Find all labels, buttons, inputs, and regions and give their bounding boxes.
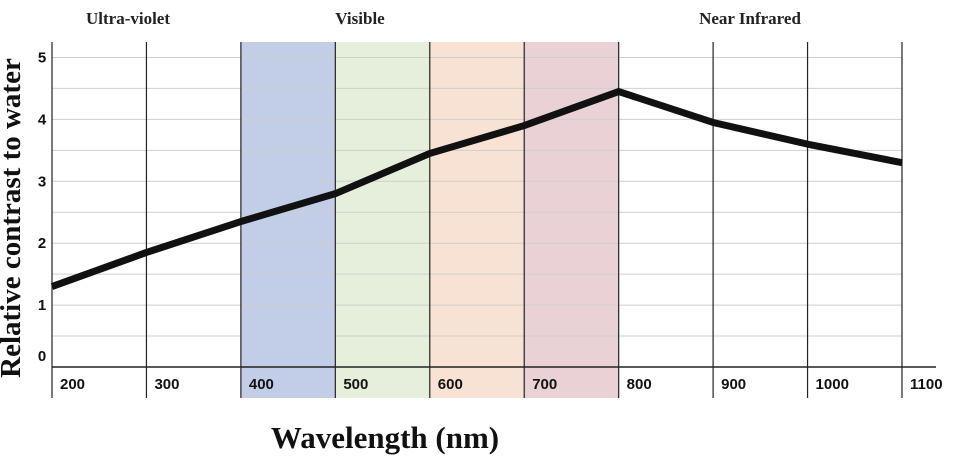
region-label-ultraviolet: Ultra-violet bbox=[86, 9, 170, 28]
y-tick-label: 2 bbox=[38, 235, 46, 252]
y-tick-label: 1 bbox=[38, 297, 46, 314]
x-tick-label: 500 bbox=[343, 376, 368, 393]
y-tick-label: 3 bbox=[38, 173, 46, 190]
y-axis-label: Relative contrast to water bbox=[0, 58, 27, 378]
x-tick-label: 1000 bbox=[816, 376, 849, 393]
band-3 bbox=[524, 42, 619, 398]
series-layer bbox=[50, 88, 903, 290]
y-tick-label: 4 bbox=[38, 111, 47, 128]
x-axis-label: Wavelength (nm) bbox=[271, 420, 499, 455]
y-tick-label: 0 bbox=[38, 348, 46, 365]
x-tick-label: 700 bbox=[532, 376, 557, 393]
series-line-0 bbox=[50, 88, 903, 290]
wavelength-bands bbox=[240, 42, 619, 398]
band-1 bbox=[335, 42, 430, 398]
region-label-visible: Visible bbox=[335, 9, 385, 28]
x-tick-label: 900 bbox=[721, 376, 746, 393]
x-tick-label: 400 bbox=[249, 376, 274, 393]
x-tick-label: 1100 bbox=[910, 376, 943, 393]
x-tick-labels: 200 300 400 500 600 700 800 900 1000 1100 bbox=[60, 376, 943, 393]
region-label-near-infrared: Near Infrared bbox=[699, 9, 801, 28]
x-tick-label: 600 bbox=[438, 376, 463, 393]
band-2 bbox=[429, 42, 525, 398]
y-tick-label: 5 bbox=[38, 49, 46, 66]
x-tick-label: 800 bbox=[627, 376, 652, 393]
x-tick-label: 200 bbox=[60, 376, 85, 393]
x-tick-label: 300 bbox=[154, 376, 179, 393]
y-tick-labels: 0 1 2 3 4 5 bbox=[38, 49, 47, 365]
